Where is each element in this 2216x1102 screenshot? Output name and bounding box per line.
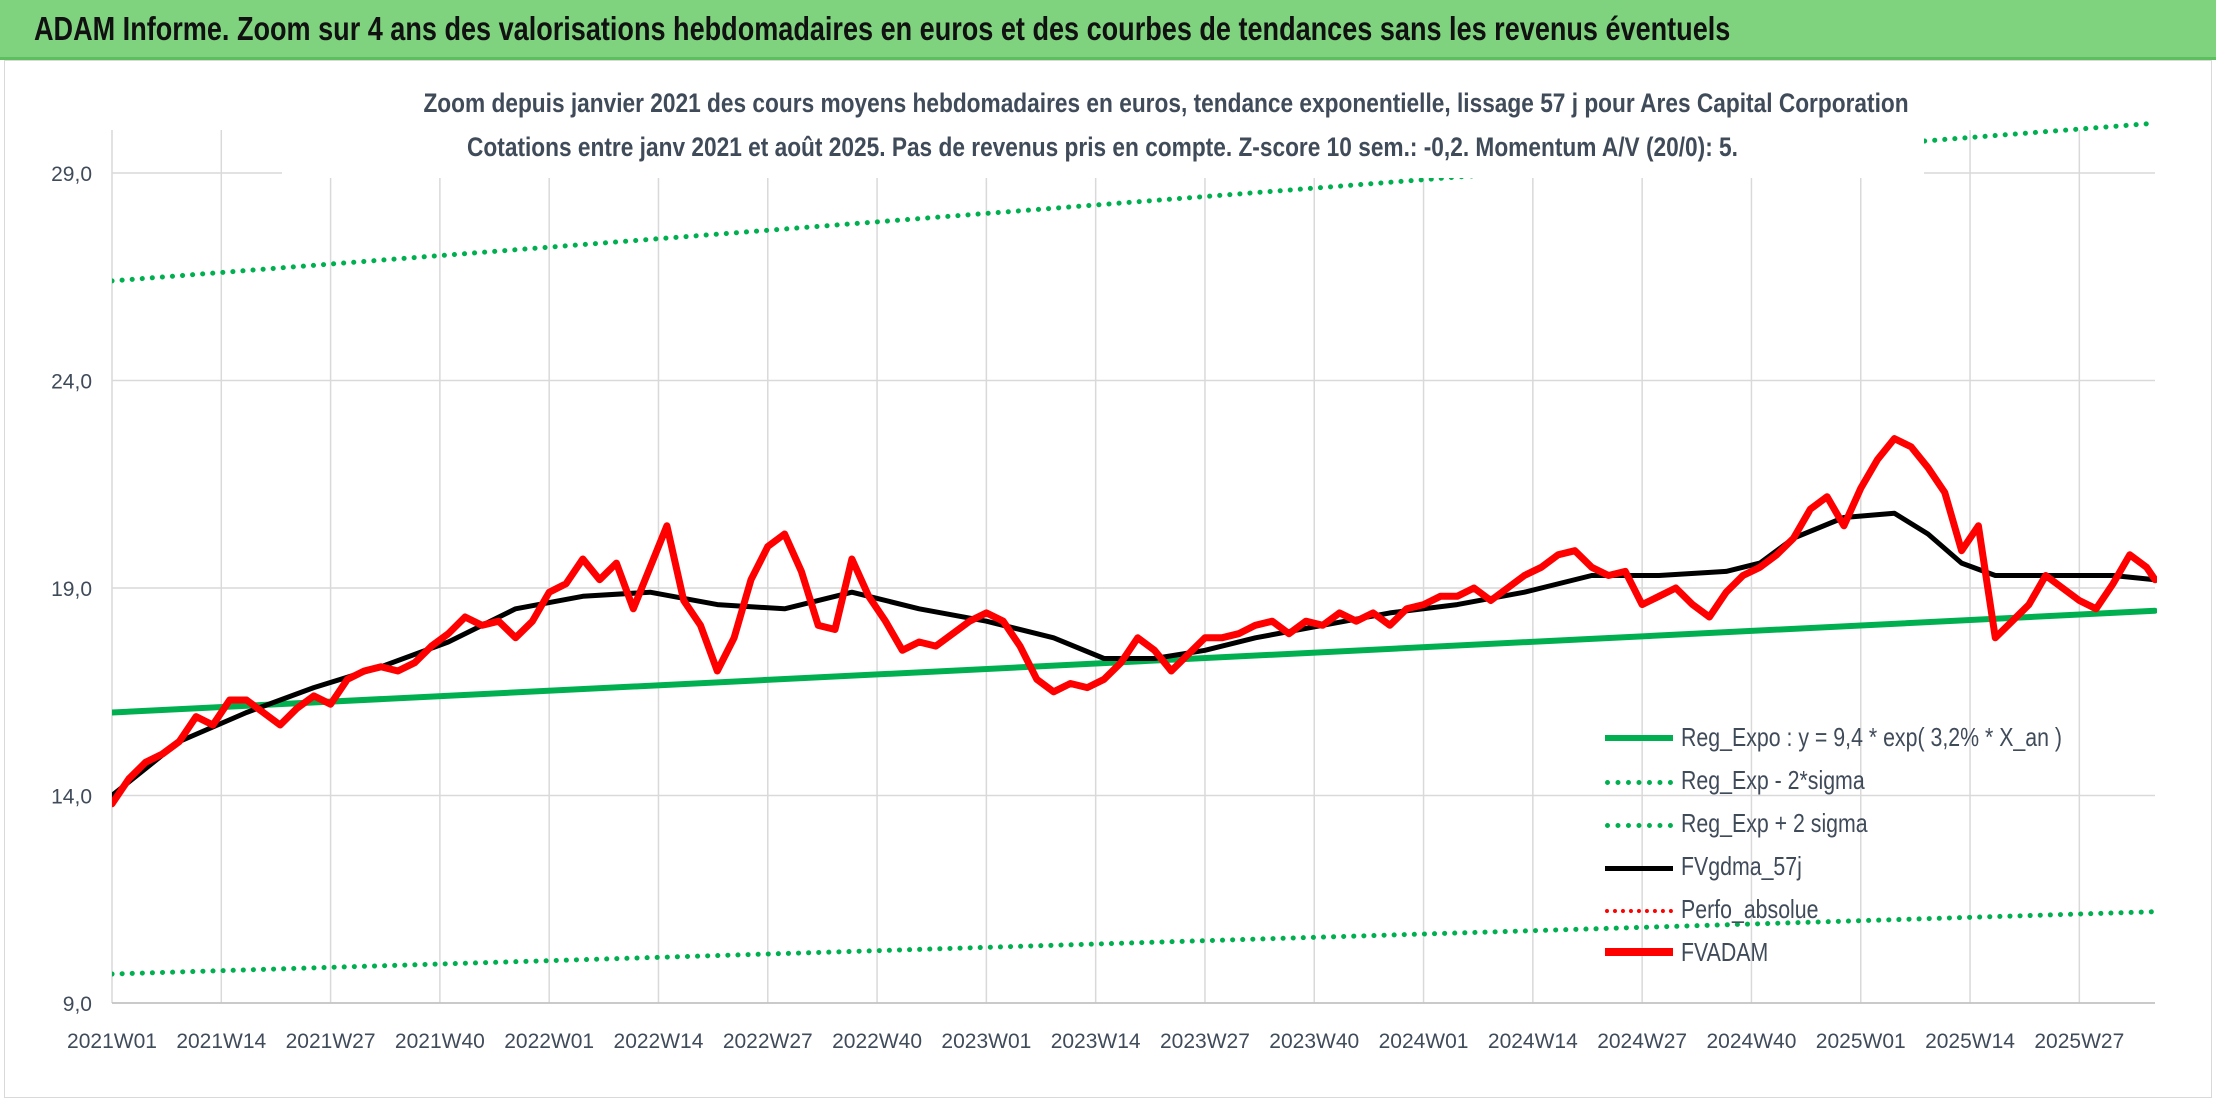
y-tick-label: 9,0 [63,993,92,1016]
legend-label: Reg_Expo : y = 9,4 * exp( 3,2% * X_an ) [1681,722,2063,752]
chart-title-box: Zoom depuis janvier 2021 des cours moyen… [282,82,1924,178]
x-tick-label: 2021W40 [395,1030,485,1053]
x-tick-label: 2024W27 [1597,1030,1687,1053]
x-tick-label: 2024W40 [1706,1030,1796,1053]
legend-swatch-perfo [1605,909,1673,913]
legend-swatch-fvadam [1605,948,1673,956]
y-tick-label: 14,0 [51,786,92,809]
x-tick-label: 2023W40 [1269,1030,1359,1053]
series-fvgdma-57j [112,510,2157,798]
legend-swatch-reg-exp-minus [1605,780,1673,785]
x-tick-label: 2025W01 [1816,1030,1906,1053]
legend-label: Reg_Exp + 2 sigma [1681,808,1868,838]
axis-labels: 9,0 14,0 19,0 24,0 29,0 2021W01 2021W14 2021W27… [51,163,2124,1053]
grid-lines [111,130,2155,1004]
legend-item-perfo: Perfo_absolue [1605,890,2125,930]
report-banner-title: ADAM Informe. Zoom sur 4 ans des valoris… [34,10,1731,47]
x-tick-label: 2022W14 [614,1030,704,1053]
y-tick-label: 29,0 [51,163,92,186]
y-tick-label: 19,0 [51,578,92,601]
report-banner: ADAM Informe. Zoom sur 4 ans des valoris… [0,0,2216,60]
x-tick-label: 2025W14 [1925,1030,2015,1053]
x-tick-label: 2022W27 [723,1030,813,1053]
x-tick-label: 2023W14 [1051,1030,1141,1053]
series-fvadam [112,435,2157,808]
legend-item-reg-exp-plus: Reg_Exp + 2 sigma [1605,804,2125,844]
chart-subtitle: Cotations entre janv 2021 et août 2025. … [467,132,1739,162]
legend-item-reg-expo: Reg_Expo : y = 9,4 * exp( 3,2% * X_an ) [1605,718,2125,758]
x-tick-label: 2021W14 [176,1030,266,1053]
x-tick-label: 2024W01 [1379,1030,1469,1053]
legend-item-reg-exp-minus: Reg_Exp - 2*sigma [1605,761,2125,801]
series-reg-expo-line [112,607,2157,716]
legend-swatch-reg-expo [1605,735,1673,741]
plot-area-border [4,60,2212,1098]
x-tick-label: 2022W01 [504,1030,594,1053]
legend-label: FVADAM [1681,937,1769,967]
y-tick-label: 24,0 [51,371,92,394]
x-tick-label: 2024W14 [1488,1030,1578,1053]
chart-title: Zoom depuis janvier 2021 des cours moyen… [423,88,1909,118]
legend-item-fvadam: FVADAM [1605,933,2125,973]
legend-item-fvgdma: FVgdma_57j [1605,847,2125,887]
x-tick-label: 2025W27 [2034,1030,2124,1053]
x-tick-label: 2021W27 [286,1030,376,1053]
legend-swatch-fvgdma [1605,866,1673,871]
legend-label: Perfo_absolue [1681,894,1819,924]
x-tick-label: 2023W27 [1160,1030,1250,1053]
x-tick-label: 2023W01 [941,1030,1031,1053]
x-tick-label: 2022W40 [832,1030,922,1053]
legend-label: Reg_Exp - 2*sigma [1681,765,1865,795]
x-tick-label: 2021W01 [67,1030,157,1053]
legend-swatch-reg-exp-plus [1605,823,1673,828]
series-reg-exp-minus-2sigma [112,909,2157,977]
legend-label: FVgdma_57j [1681,851,1802,881]
